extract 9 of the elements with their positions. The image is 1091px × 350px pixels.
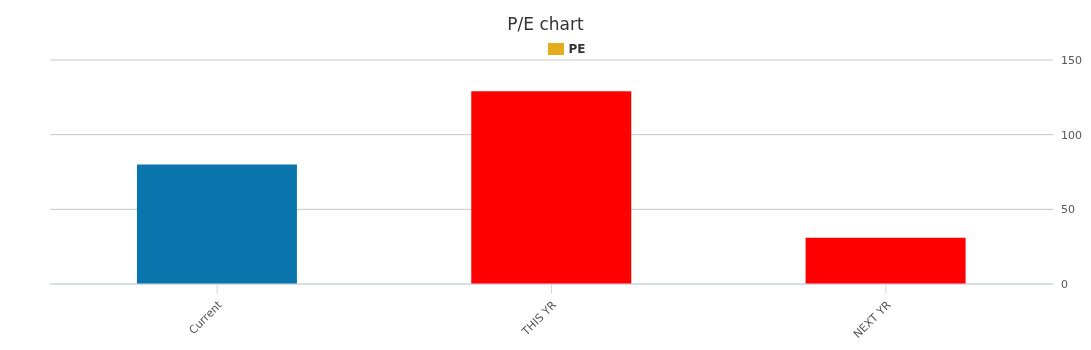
y-tick-label: 100 bbox=[1061, 128, 1082, 142]
text: PE bbox=[567, 42, 586, 56]
bar bbox=[136, 164, 297, 284]
y-tick-label: 0 bbox=[1061, 277, 1068, 291]
bar bbox=[471, 91, 632, 284]
bar bbox=[805, 237, 966, 284]
chart-title: P/E chart bbox=[506, 13, 585, 36]
y-tick-label: 50 bbox=[1061, 203, 1075, 217]
y-tick-label: 150 bbox=[1061, 53, 1082, 67]
